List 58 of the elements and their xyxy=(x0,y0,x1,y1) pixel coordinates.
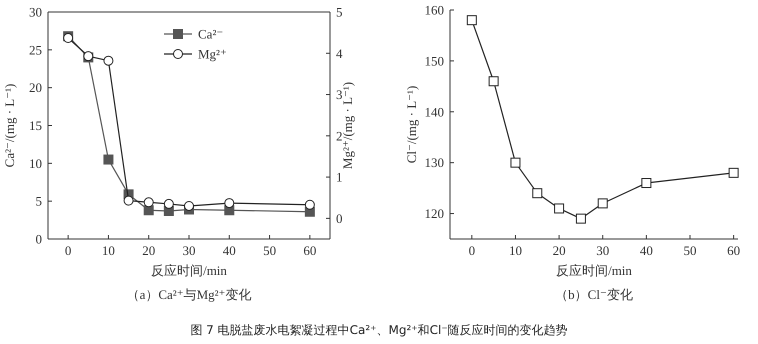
point xyxy=(598,198,608,208)
y-tick-label: 130 xyxy=(424,155,444,170)
x-tick-label: 40 xyxy=(222,243,236,258)
y2-tick-label: 1 xyxy=(336,170,342,185)
y-tick-label: 160 xyxy=(424,2,444,18)
x-tick-label: 0 xyxy=(468,243,476,258)
x-tick-label: 20 xyxy=(142,243,156,258)
point xyxy=(510,158,520,168)
point xyxy=(576,214,586,224)
x-tick-label: 60 xyxy=(727,243,740,258)
y-axis-title: Cl⁻/(mg · L⁻¹) xyxy=(404,86,419,164)
y2-tick-label: 5 xyxy=(336,4,342,20)
x-tick-label: 0 xyxy=(64,243,72,258)
y-tick-label: 20 xyxy=(29,80,42,96)
x-tick-label: 10 xyxy=(102,243,115,258)
y-tick-label: 150 xyxy=(424,53,444,68)
point xyxy=(554,203,564,214)
y2-tick-label: 0 xyxy=(336,210,342,226)
text: （a）Ca²⁺与Mg²⁺变化 xyxy=(126,287,252,302)
point xyxy=(304,200,315,210)
x-tick-label: 10 xyxy=(508,243,522,258)
x-tick-label: 30 xyxy=(182,243,196,258)
x-tick-label: 40 xyxy=(640,243,653,258)
point xyxy=(184,200,194,211)
caption: 图 7 电脱盐废水电絮凝过程中Ca²⁺、Mg²⁺和Cl⁻随反应时间的变化趋势 xyxy=(190,323,568,337)
point xyxy=(728,168,739,178)
y2-tick-label: 2 xyxy=(336,128,342,144)
y-tick-label: 10 xyxy=(29,156,42,171)
x-tick-label: 30 xyxy=(596,243,610,258)
point xyxy=(164,198,174,209)
y-tick-label: 30 xyxy=(29,4,42,20)
point xyxy=(144,197,154,208)
x-axis-title: 反应时间/min xyxy=(151,263,228,278)
y2-tick-label: 4 xyxy=(336,46,343,61)
point xyxy=(488,76,499,86)
x-tick-label: 50 xyxy=(684,243,696,258)
point xyxy=(641,178,652,188)
point xyxy=(532,188,542,198)
x-axis-title: 反应时间/min xyxy=(556,263,632,278)
text: （b）Cl⁻变化 xyxy=(555,287,633,302)
point xyxy=(124,196,134,206)
y-axis-title: Ca²⁻/(mg · L⁻¹) xyxy=(2,84,17,168)
point xyxy=(466,15,477,26)
x-tick-label: 50 xyxy=(263,243,276,258)
y-tick-label: 5 xyxy=(36,194,42,209)
x-tick-label: 20 xyxy=(552,243,566,258)
legend-label: Ca²⁻ xyxy=(198,26,224,42)
y-tick-label: 120 xyxy=(424,206,444,222)
y-tick-label: 0 xyxy=(36,232,42,246)
y2-tick-label: 3 xyxy=(336,87,342,102)
y-tick-label: 25 xyxy=(29,42,42,58)
y-tick-label: 15 xyxy=(29,118,42,133)
point xyxy=(103,56,114,66)
x-tick-label: 60 xyxy=(303,243,316,258)
y-tick-label: 140 xyxy=(424,104,444,120)
point xyxy=(103,154,114,165)
legend-label: Mg²⁺ xyxy=(198,46,227,62)
point xyxy=(224,198,234,208)
